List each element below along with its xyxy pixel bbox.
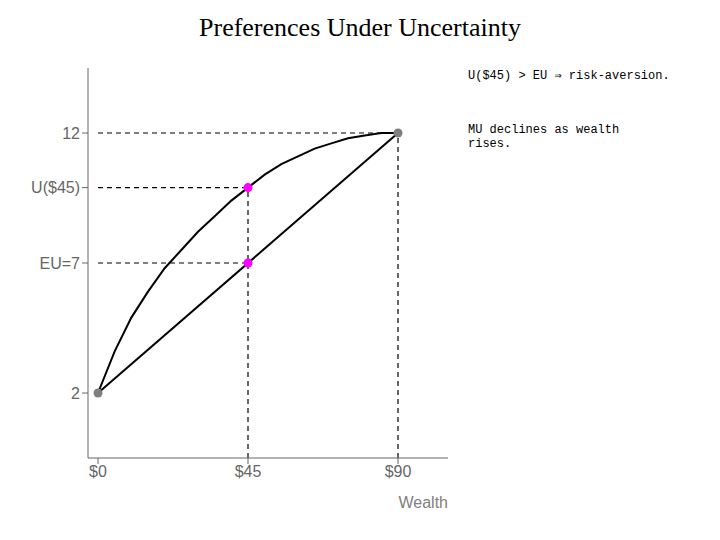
html-text:Preferences Under Uncertainty: Preferences Under Uncertainty xyxy=(199,13,521,42)
svg-text:12: 12 xyxy=(62,125,80,142)
svg-text:U($45): U($45) xyxy=(31,179,80,196)
svg-text:EU=7: EU=7 xyxy=(40,255,81,272)
svg-text:$45: $45 xyxy=(235,463,262,480)
svg-text:$0: $0 xyxy=(89,463,107,480)
html-text:MU declines as wealth rises.: MU declines as wealth rises. xyxy=(468,123,620,151)
html-text:U($45) > EU ⇒ risk-aversion.: U($45) > EU ⇒ risk-aversion. xyxy=(468,69,670,83)
svg-text:Wealth: Wealth xyxy=(398,494,448,511)
svg-text:2: 2 xyxy=(71,385,80,402)
svg-text:$90: $90 xyxy=(385,463,412,480)
